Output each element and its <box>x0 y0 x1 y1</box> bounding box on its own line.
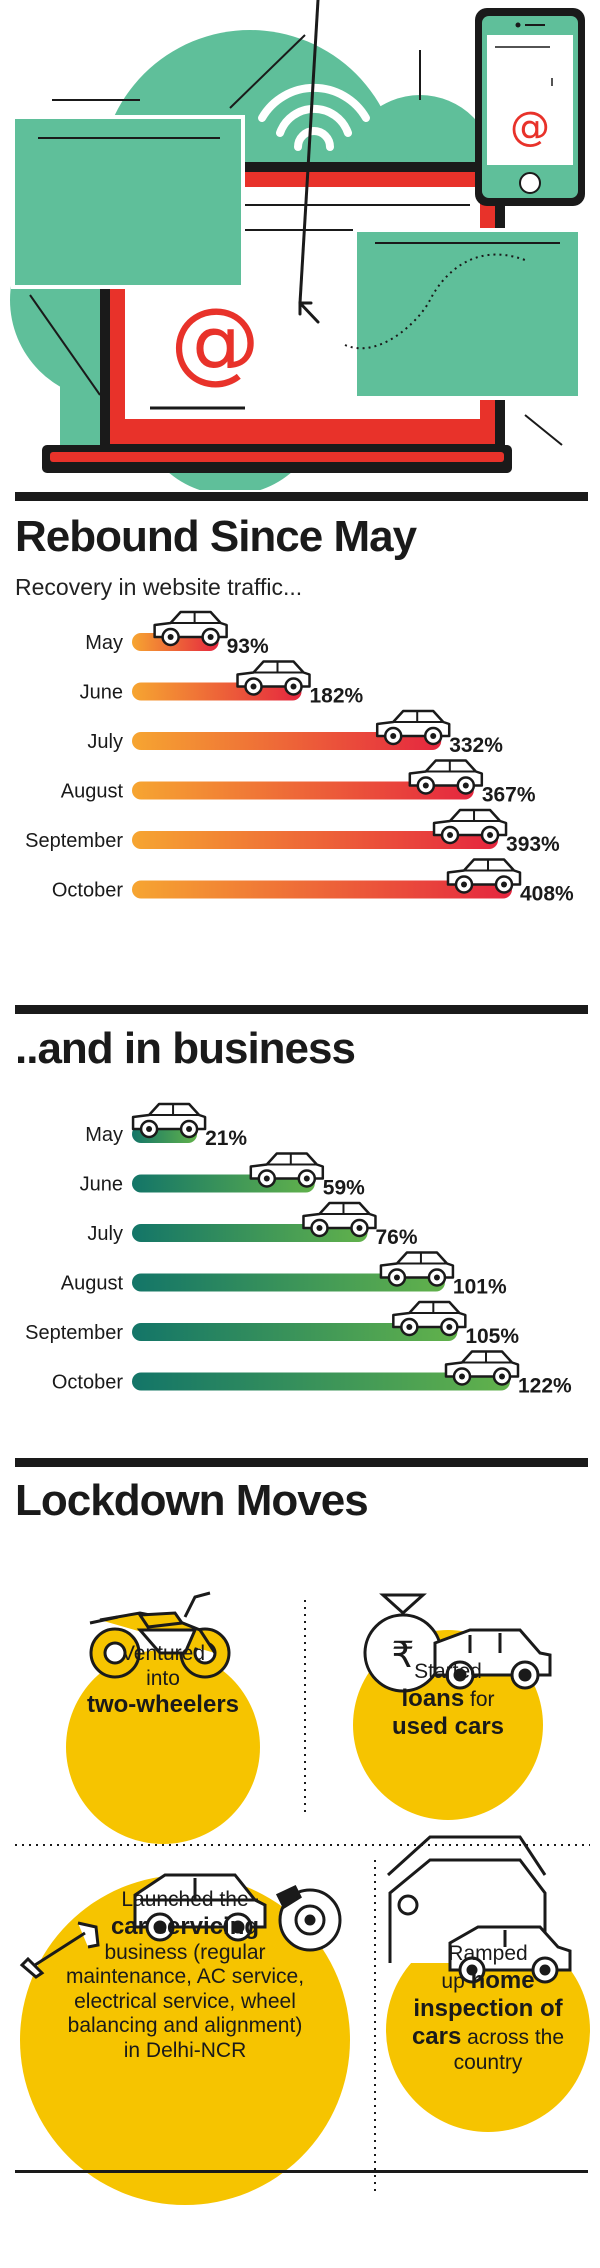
bar <box>132 1372 510 1391</box>
value-label: 393% <box>506 833 560 856</box>
value-label: 76% <box>375 1226 417 1249</box>
car-icon <box>249 1152 325 1188</box>
value-label: 408% <box>520 883 574 906</box>
car-icon <box>408 759 484 795</box>
business-title: ..and in business <box>15 1024 356 1073</box>
move-line: Started <box>414 1660 482 1683</box>
section-divider <box>15 1005 588 1014</box>
car-icon <box>153 610 228 647</box>
bar <box>132 1323 458 1341</box>
traffic-subtitle: Recovery in website traffic... <box>15 574 303 600</box>
wrench-car-brake-icon <box>19 1873 342 1979</box>
category-label: July <box>87 731 123 753</box>
money-bag-car-icon: ₹ <box>363 1593 552 1693</box>
move-line-bold: used cars <box>391 1712 505 1740</box>
value-label: 122% <box>518 1375 572 1398</box>
move-line: into <box>146 1666 180 1690</box>
category-label: May <box>85 632 123 654</box>
value-label: 182% <box>310 685 364 708</box>
bar <box>132 880 512 899</box>
lockdown-title: Lockdown Moves <box>15 1476 369 1525</box>
move-line-bold: inspection of <box>413 1994 563 2022</box>
bar <box>132 831 499 849</box>
move-used-car-loans: Started loans for used cars <box>353 1660 543 1741</box>
category-label: June <box>80 1174 123 1196</box>
car-icon <box>432 808 508 845</box>
cursor-arrow-icon <box>298 0 320 324</box>
move-line: loans for <box>401 1684 495 1712</box>
move-line-bold: two-wheelers <box>86 1691 240 1719</box>
motorcycle-icon <box>89 1591 231 1679</box>
bar <box>132 1273 445 1292</box>
dotted-separators <box>15 1600 590 2195</box>
car-icon <box>446 858 522 894</box>
value-label: 59% <box>323 1177 365 1200</box>
category-label: July <box>87 1223 123 1245</box>
business-chart: May 21% June 59% July 76% August 101% September 1… <box>25 1102 572 1398</box>
move-line: business (regular maintenance, AC servic… <box>65 1940 305 2062</box>
move-home-inspection: Ramped up home inspection of cars across… <box>392 1942 584 2075</box>
car-icon <box>444 1350 520 1386</box>
move-line: up home <box>441 1966 535 1994</box>
category-label: May <box>85 1124 123 1146</box>
car-icon <box>392 1300 467 1337</box>
decorative-lines <box>29 34 563 446</box>
move-line: cars across the country <box>411 2022 565 2074</box>
at-sign-icon: @ <box>150 289 260 410</box>
category-label: October <box>52 880 123 902</box>
traffic-title: Rebound Since May <box>15 512 417 561</box>
move-two-wheelers: Ventured into two-wheelers <box>63 1642 263 1719</box>
move-line: Launched the <box>121 1888 249 1911</box>
value-label: 93% <box>227 635 269 658</box>
car-icon <box>236 660 311 696</box>
move-line: Ramped <box>448 1942 528 1965</box>
value-label: 101% <box>453 1276 507 1299</box>
section-divider <box>15 1458 588 1467</box>
category-label: September <box>25 1322 123 1344</box>
smartphone-icon: @ <box>475 8 585 206</box>
value-label: 367% <box>482 784 536 807</box>
value-label: 332% <box>449 734 503 757</box>
category-label: August <box>61 1273 124 1295</box>
category-label: June <box>80 682 123 704</box>
move-line: Ventured <box>120 1642 206 1665</box>
value-label: 21% <box>205 1127 247 1150</box>
move-line-bold: car servicing <box>110 1912 260 1940</box>
svg-text:@: @ <box>170 289 260 394</box>
bar <box>132 781 474 800</box>
car-icon <box>302 1201 377 1238</box>
category-label: September <box>25 830 123 852</box>
bottom-rule <box>15 2170 588 2173</box>
svg-text:₹: ₹ <box>392 1635 415 1676</box>
value-label: 105% <box>465 1325 519 1348</box>
hero-illustration: @ @ <box>10 0 585 490</box>
car-icon <box>131 1102 207 1139</box>
car-icon <box>379 1251 455 1287</box>
browser-window-icon <box>11 115 245 289</box>
category-label: October <box>52 1372 123 1394</box>
section-divider <box>15 492 588 501</box>
bar <box>132 732 442 750</box>
category-label: August <box>61 781 124 803</box>
garage-car-icon <box>386 1835 572 1984</box>
traffic-chart: May 93% June 182% July 332% August 367% Septembe… <box>25 610 574 906</box>
svg-text:@: @ <box>510 104 550 150</box>
lockdown-moves-art: ₹ <box>15 1591 590 2205</box>
move-car-servicing: Launched the car servicing business (reg… <box>60 1888 310 2063</box>
browser-window-right <box>344 228 582 400</box>
car-icon <box>375 709 451 746</box>
